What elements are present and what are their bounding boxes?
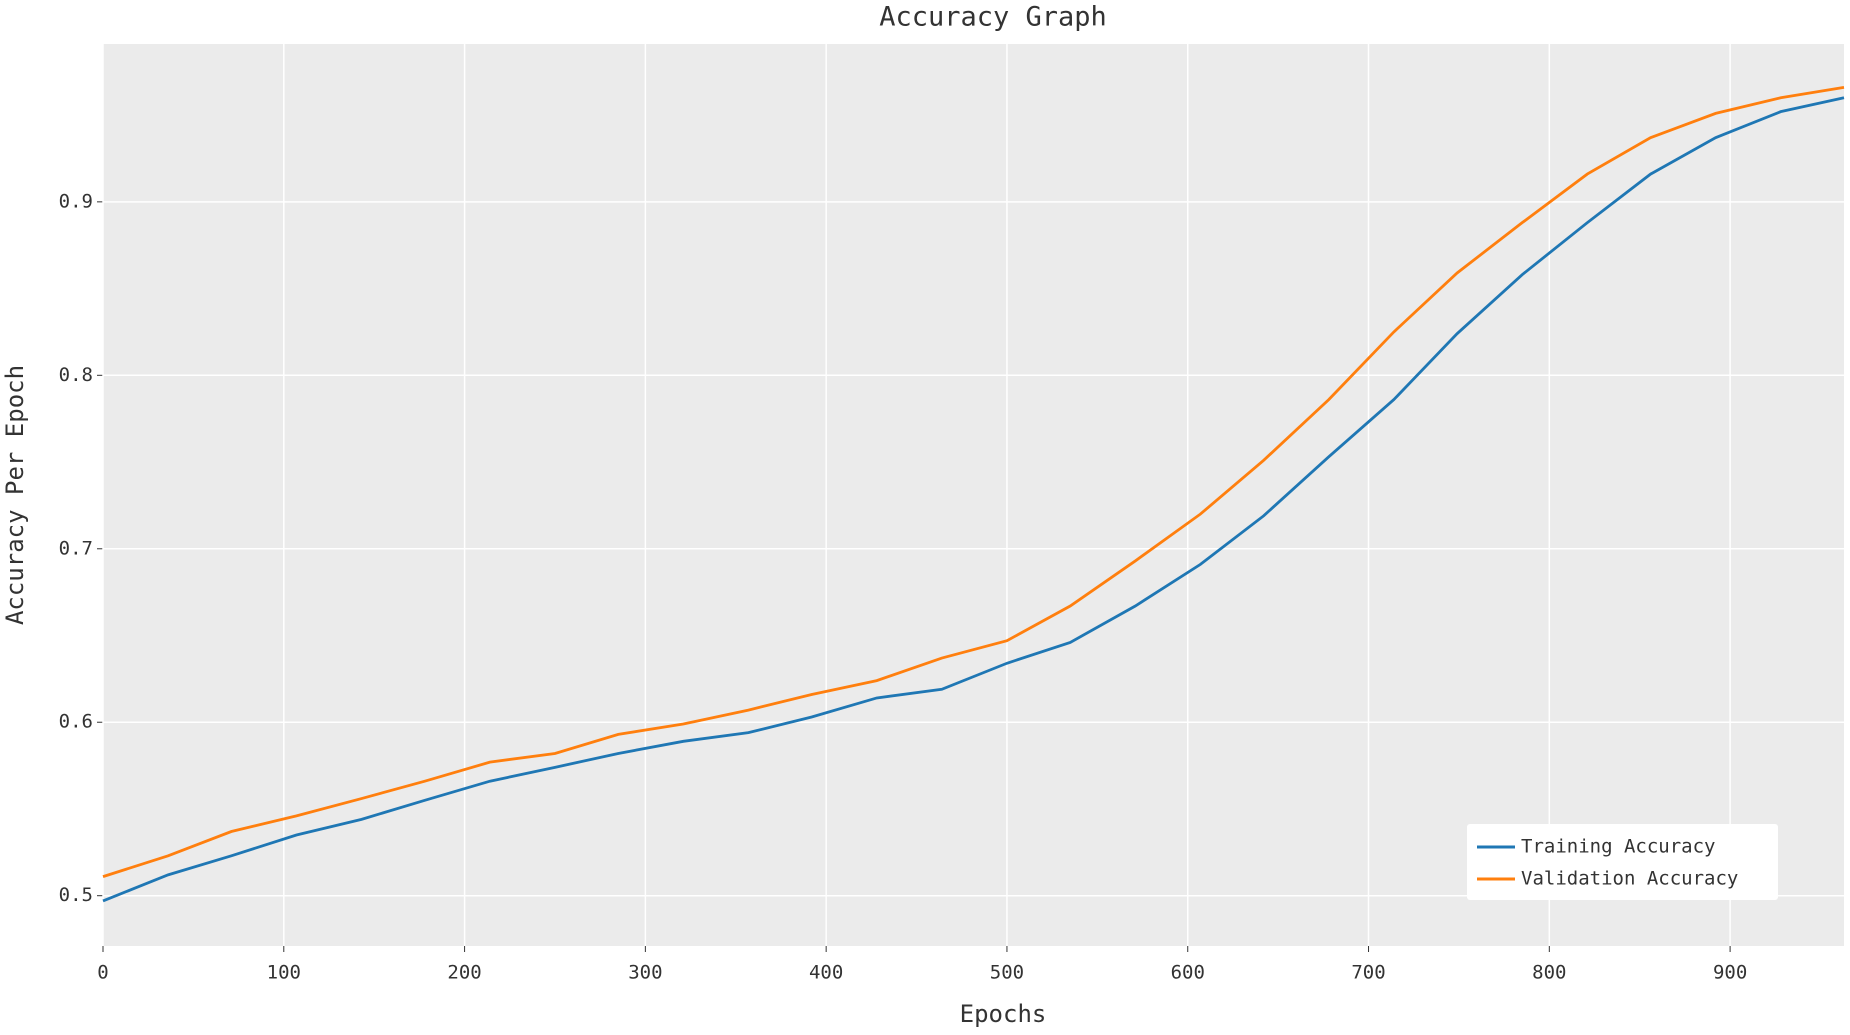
x-tick-label: 500 [990,962,1024,984]
x-tick-label: 400 [809,962,843,984]
x-tick-label: 200 [447,962,481,984]
x-axis-label: Epochs [960,1000,1047,1028]
data-line [102,85,1845,878]
legend-label: Validation Accuracy [1521,868,1738,890]
x-tick-label: 700 [1351,962,1385,984]
y-tick-label: 0.5 [59,884,93,906]
y-tick-label: 0.9 [59,190,93,212]
plot-area [103,44,1844,946]
y-axis-label: Accuracy Per Epoch [1,365,29,625]
legend-label: Training Accuracy [1521,836,1715,858]
x-tick-label: 600 [1171,962,1205,984]
y-tick-label: 0.8 [59,364,93,386]
data-line [102,96,1845,903]
x-tick-label: 300 [628,962,662,984]
y-tick-label: 0.7 [59,537,93,559]
y-tick-label: 0.6 [59,711,93,733]
legend: Training Accuracy Validation Accuracy [1467,824,1778,900]
x-tick-label: 100 [267,962,301,984]
chart-title: Accuracy Graph [879,2,1107,33]
x-tick-label: 900 [1713,962,1747,984]
legend-box [1467,824,1778,900]
x-tick-label: 800 [1532,962,1566,984]
x-tick-label: 0 [97,962,108,984]
